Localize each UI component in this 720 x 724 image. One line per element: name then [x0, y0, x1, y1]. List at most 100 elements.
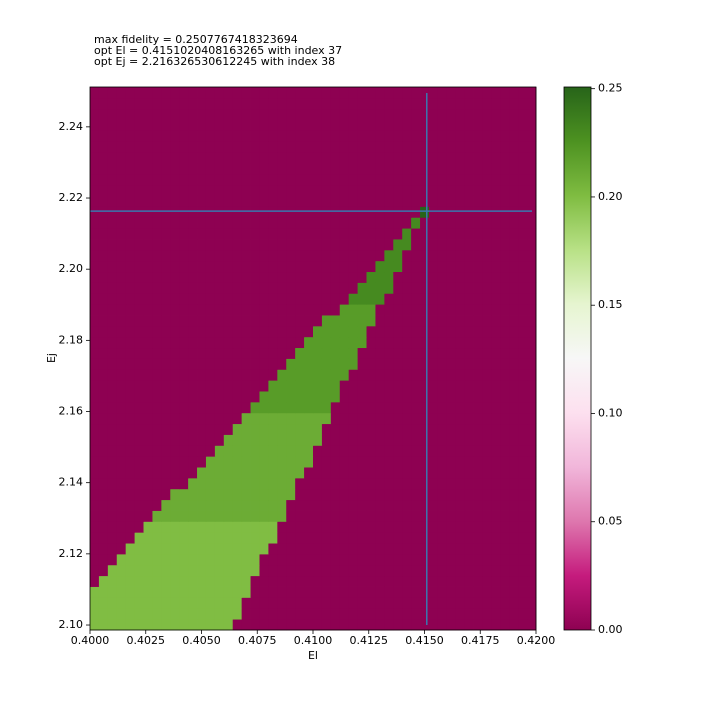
heatmap-cell	[232, 575, 243, 587]
heatmap-cell	[107, 543, 118, 555]
heatmap-cell	[393, 434, 403, 446]
heatmap-cell	[375, 543, 385, 555]
heatmap-cell	[125, 434, 135, 446]
heatmap-cell	[339, 325, 350, 338]
heatmap-cell	[420, 97, 430, 110]
heatmap-cell	[223, 521, 234, 533]
heatmap-cell	[330, 293, 341, 305]
heatmap-cell	[188, 152, 198, 164]
heatmap-cell	[366, 336, 376, 349]
heatmap-cell	[321, 336, 332, 349]
heatmap-cell	[116, 347, 127, 359]
heatmap-cell	[402, 325, 412, 338]
heatmap-cell	[446, 358, 457, 370]
heatmap-cell	[295, 488, 305, 501]
heatmap-cell	[491, 108, 501, 120]
heatmap-cell	[455, 97, 466, 110]
heatmap-cell	[357, 488, 367, 501]
heatmap-cell	[500, 477, 510, 490]
heatmap-cell	[393, 488, 403, 501]
heatmap-cell	[437, 532, 448, 544]
heatmap-cell	[366, 87, 376, 99]
heatmap-cell	[170, 477, 180, 490]
heatmap-cell	[134, 412, 144, 425]
heatmap-cell	[500, 336, 510, 349]
heatmap-cell	[250, 619, 260, 631]
heatmap-cell	[420, 239, 430, 251]
heatmap-cell	[277, 553, 287, 566]
heatmap-cell	[259, 325, 269, 338]
heatmap-cell	[98, 282, 109, 294]
heatmap-cell	[214, 206, 225, 218]
heatmap-cell	[428, 553, 439, 566]
heatmap-cell	[152, 282, 162, 294]
heatmap-cell	[223, 228, 234, 240]
heatmap-cell	[393, 369, 403, 381]
heatmap-cell	[357, 304, 367, 316]
heatmap-cell	[482, 401, 492, 414]
heatmap-cell	[295, 206, 305, 218]
heatmap-cell	[464, 347, 474, 359]
heatmap-cell	[339, 249, 350, 262]
heatmap-cell	[223, 141, 234, 153]
heatmap-cell	[98, 336, 109, 349]
heatmap-cell	[482, 239, 492, 251]
heatmap-cell	[357, 619, 367, 631]
heatmap-cell	[161, 108, 171, 120]
heatmap-cell	[500, 119, 510, 131]
heatmap-cell	[116, 293, 127, 305]
heatmap-cell	[295, 325, 305, 338]
heatmap-cell	[446, 597, 457, 609]
heatmap-cell	[161, 412, 171, 425]
heatmap-cell	[125, 325, 135, 338]
heatmap-cell	[197, 152, 207, 164]
heatmap-cell	[116, 619, 127, 631]
heatmap-cell	[143, 325, 153, 338]
heatmap-cell	[143, 564, 153, 577]
heatmap-cell	[277, 521, 287, 533]
heatmap-cell	[473, 152, 483, 164]
heatmap-cell	[232, 260, 243, 273]
heatmap-cell	[98, 130, 109, 142]
heatmap-cell	[330, 336, 341, 349]
heatmap-cell	[384, 445, 394, 457]
heatmap-cell	[473, 391, 483, 403]
heatmap-cell	[143, 141, 153, 153]
heatmap-cell	[205, 445, 216, 457]
heatmap-cell	[304, 217, 314, 229]
x-axis-label: El	[308, 649, 318, 662]
heatmap-cell	[134, 423, 144, 435]
heatmap-cell	[232, 347, 243, 359]
heatmap-cell	[152, 477, 162, 490]
heatmap-cell	[509, 206, 519, 218]
heatmap-cell	[518, 553, 528, 566]
heatmap-cell	[259, 130, 269, 142]
heatmap-cell	[214, 575, 225, 587]
heatmap-cell	[527, 391, 537, 403]
heatmap-cell	[428, 249, 439, 262]
heatmap-cell	[428, 586, 439, 598]
heatmap-cell	[179, 97, 189, 110]
heatmap-cell	[250, 347, 260, 359]
heatmap-cell	[500, 97, 510, 110]
heatmap-cell	[420, 315, 430, 327]
heatmap-cell	[491, 412, 501, 425]
heatmap-cell	[357, 532, 367, 544]
heatmap-cell	[188, 228, 198, 240]
heatmap-cell	[384, 597, 394, 609]
heatmap-cell	[482, 315, 492, 327]
heatmap-cell	[304, 445, 314, 457]
heatmap-cell	[509, 304, 519, 316]
heatmap-cell	[375, 239, 385, 251]
heatmap-cell	[277, 239, 287, 251]
heatmap-cell	[491, 347, 501, 359]
heatmap-cell	[437, 553, 448, 566]
heatmap-cell	[223, 401, 234, 414]
heatmap-cell	[491, 499, 501, 511]
heatmap-cell	[375, 249, 385, 262]
heatmap-cell	[214, 195, 225, 207]
heatmap-cell	[411, 163, 421, 175]
heatmap-cell	[366, 521, 376, 533]
heatmap-cell	[491, 445, 501, 457]
heatmap-cell	[277, 543, 287, 555]
